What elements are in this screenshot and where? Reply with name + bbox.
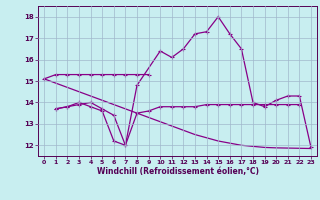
X-axis label: Windchill (Refroidissement éolien,°C): Windchill (Refroidissement éolien,°C) bbox=[97, 167, 259, 176]
